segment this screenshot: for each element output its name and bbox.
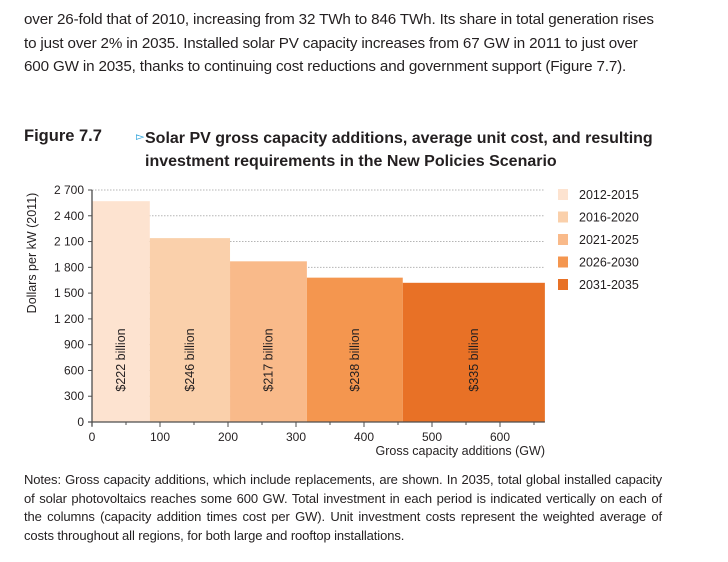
x-tick-label: 400 — [354, 430, 374, 444]
x-tick-label: 500 — [422, 430, 442, 444]
y-tick-label: 300 — [64, 389, 84, 403]
y-tick-label: 1 800 — [54, 260, 84, 274]
x-axis-title: Gross capacity additions (GW) — [376, 444, 546, 458]
x-tick-label: 200 — [218, 430, 238, 444]
bars — [92, 201, 545, 422]
bar-investment-label: $222 billion — [114, 328, 128, 391]
figure-arrow-icon: ▻ — [136, 131, 145, 143]
x-tick-label: 300 — [286, 430, 306, 444]
bar-labels: $222 billion $246 billion $217 billion $238… — [114, 328, 481, 391]
legend-swatch-2021-2025 — [558, 234, 568, 245]
intro-paragraph: over 26-fold that of 2010, increasing fr… — [24, 11, 654, 75]
bar-2026-2030 — [306, 277, 403, 422]
legend-swatch-2031-2035 — [558, 279, 568, 290]
ticks: 0 300 600 900 1 200 1 500 1 800 2 100 2 400 2 700… — [54, 183, 535, 444]
legend-label: 2031-2035 — [579, 278, 639, 292]
y-tick-label: 0 — [77, 415, 84, 429]
bar-2031-2035 — [402, 282, 545, 422]
y-tick-label: 2 700 — [54, 183, 84, 197]
x-tick-label: 100 — [150, 430, 170, 444]
y-axis-title: Dollars per kW (2011) — [25, 193, 39, 314]
bar-2016-2020 — [149, 238, 231, 422]
y-tick-label: 600 — [64, 363, 84, 377]
bar-2012-2015 — [92, 201, 150, 422]
figure-label: Figure 7.7 — [24, 127, 102, 145]
chart: $222 billion $246 billion $217 billion $238… — [25, 183, 639, 458]
legend-swatch-2012-2015 — [558, 189, 568, 200]
bar-2021-2025 — [230, 261, 307, 422]
y-tick-label: 900 — [64, 338, 84, 352]
y-tick-label: 1 500 — [54, 286, 84, 300]
figure-title: Solar PV gross capacity additions, avera… — [145, 130, 653, 170]
axes — [88, 190, 545, 426]
y-tick-label: 2 400 — [54, 209, 84, 223]
legend-label: 2016-2020 — [579, 211, 639, 225]
bar-investment-label: $238 billion — [348, 328, 362, 391]
bar-investment-label: $246 billion — [183, 328, 197, 391]
legend-label: 2021-2025 — [579, 233, 639, 247]
y-tick-label: 1 200 — [54, 312, 84, 326]
legend-swatch-2016-2020 — [558, 211, 568, 223]
legend-label: 2012-2015 — [579, 188, 639, 202]
legend: 2012-2015 2016-2020 2021-2025 2026-2030 2031… — [558, 188, 639, 292]
x-tick-label: 600 — [490, 430, 510, 444]
bar-investment-label: $335 billion — [467, 328, 481, 391]
legend-label: 2026-2030 — [579, 256, 639, 270]
x-tick-label: 0 — [89, 430, 96, 444]
bar-investment-label: $217 billion — [261, 328, 275, 391]
y-tick-label: 2 100 — [54, 235, 84, 249]
figure-notes: Notes: Gross capacity additions, which i… — [24, 472, 662, 543]
legend-swatch-2026-2030 — [558, 256, 568, 268]
